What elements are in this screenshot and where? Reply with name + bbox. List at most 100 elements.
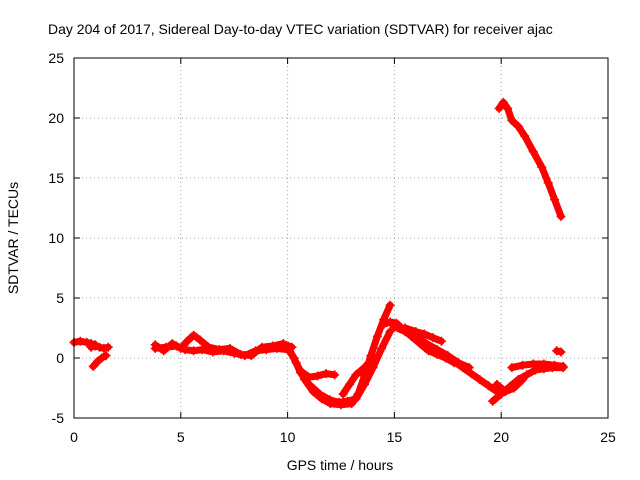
y-axis-label: SDTVAR / TECUs bbox=[5, 182, 21, 294]
x-axis: 0 5 10 15 20 25 bbox=[70, 58, 616, 445]
data-point bbox=[159, 346, 169, 356]
data-point bbox=[351, 370, 361, 380]
series-line bbox=[151, 331, 296, 360]
data-point bbox=[558, 361, 568, 371]
data-point bbox=[291, 358, 301, 368]
data-point bbox=[330, 370, 340, 380]
y-tick-label: -5 bbox=[52, 410, 65, 426]
y-tick-label: 0 bbox=[56, 350, 64, 366]
data-point bbox=[385, 317, 395, 327]
data-point bbox=[167, 339, 177, 349]
y-tick-label: 20 bbox=[48, 110, 64, 126]
data-point bbox=[500, 387, 510, 397]
data-point bbox=[313, 371, 323, 381]
data-point bbox=[520, 131, 530, 141]
data-point bbox=[503, 103, 513, 113]
data-point bbox=[345, 379, 355, 389]
x-tick-label: 15 bbox=[387, 429, 403, 445]
data-point bbox=[522, 370, 532, 380]
y-tick-label: 5 bbox=[56, 290, 64, 306]
data-point bbox=[86, 342, 96, 352]
data-point bbox=[483, 381, 493, 391]
x-tick-label: 25 bbox=[600, 429, 616, 445]
data-point bbox=[550, 360, 560, 370]
data-point bbox=[88, 361, 98, 371]
series-line bbox=[493, 376, 527, 396]
data-point bbox=[225, 343, 235, 353]
data-point bbox=[75, 336, 85, 346]
data-point bbox=[372, 331, 382, 341]
x-tick-label: 0 bbox=[70, 429, 78, 445]
data-point bbox=[475, 375, 485, 385]
data-point bbox=[298, 367, 308, 377]
data-series-segment-morning-b bbox=[150, 330, 297, 361]
y-tick-label: 10 bbox=[48, 230, 64, 246]
data-point bbox=[556, 347, 566, 357]
data-point bbox=[321, 369, 331, 379]
data-point bbox=[449, 358, 459, 368]
data-point bbox=[509, 383, 519, 393]
data-point bbox=[494, 103, 504, 113]
data-point bbox=[419, 329, 429, 339]
data-point bbox=[246, 351, 256, 361]
data-point bbox=[436, 336, 446, 346]
data-series-segment-afternoon-c bbox=[400, 323, 446, 346]
data-point bbox=[189, 346, 199, 356]
data-series-segment-early-c bbox=[88, 351, 111, 371]
data-point bbox=[103, 342, 113, 352]
data-point bbox=[441, 353, 451, 363]
data-point bbox=[236, 349, 246, 359]
data-series-segment-late-high bbox=[494, 97, 566, 221]
data-point bbox=[359, 371, 369, 381]
series-line bbox=[284, 301, 394, 409]
data-point bbox=[415, 336, 425, 346]
series-line bbox=[489, 364, 567, 405]
data-point bbox=[189, 330, 199, 340]
data-point bbox=[518, 375, 528, 385]
data-point bbox=[214, 345, 224, 355]
data-point bbox=[411, 327, 421, 337]
data-point bbox=[379, 319, 389, 329]
data-point bbox=[176, 343, 186, 353]
data-point bbox=[197, 345, 207, 355]
data-point bbox=[82, 337, 92, 347]
data-point bbox=[507, 363, 517, 373]
series-line bbox=[89, 352, 110, 370]
data-point bbox=[552, 346, 562, 356]
data-point bbox=[432, 348, 442, 358]
data-point bbox=[488, 396, 498, 406]
data-point bbox=[359, 363, 369, 373]
data-point bbox=[389, 322, 399, 332]
data-point bbox=[368, 353, 378, 363]
data-point bbox=[539, 359, 549, 369]
data-point bbox=[550, 195, 560, 205]
data-series-segment-early-b bbox=[86, 341, 113, 353]
data-point bbox=[492, 379, 502, 389]
data-point bbox=[150, 340, 160, 350]
data-point bbox=[385, 327, 395, 337]
x-tick-label: 10 bbox=[280, 429, 296, 445]
data-point bbox=[95, 342, 105, 352]
data-point bbox=[518, 360, 528, 370]
x-tick-label: 20 bbox=[493, 429, 509, 445]
chart-series-layer bbox=[69, 97, 568, 410]
data-point bbox=[99, 343, 109, 353]
data-series-segment-afternoon-d bbox=[415, 336, 459, 368]
chart-title: Day 204 of 2017, Sidereal Day-to-day VTE… bbox=[48, 21, 553, 37]
data-series-segment-dip-c bbox=[298, 367, 340, 382]
data-point bbox=[317, 394, 327, 404]
y-tick-label: 15 bbox=[48, 170, 64, 186]
data-point bbox=[513, 121, 523, 131]
data-point bbox=[325, 399, 335, 409]
y-axis: -5 0 5 10 15 20 25 bbox=[48, 50, 608, 426]
data-point bbox=[466, 369, 476, 379]
data-point bbox=[257, 342, 267, 352]
data-point bbox=[400, 323, 410, 333]
data-point bbox=[347, 399, 357, 409]
data-point bbox=[537, 162, 547, 172]
data-series-segment-late-b bbox=[492, 375, 528, 397]
data-point bbox=[528, 147, 538, 157]
data-point bbox=[336, 400, 346, 410]
data-point bbox=[507, 115, 517, 125]
data-point bbox=[338, 389, 348, 399]
